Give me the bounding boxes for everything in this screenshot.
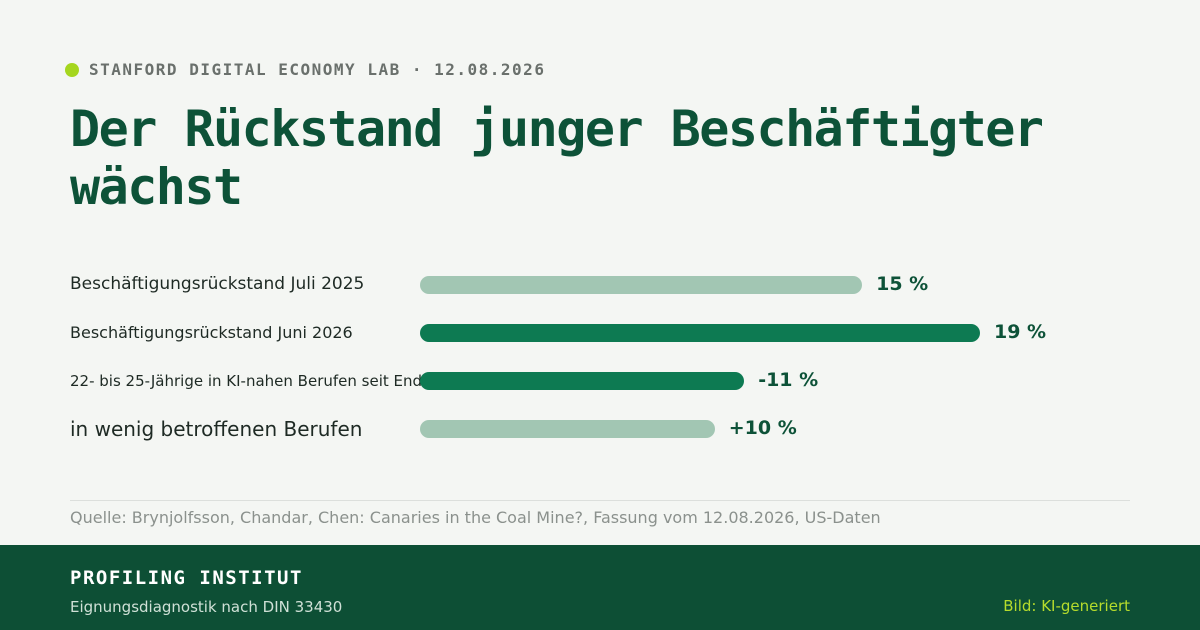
- source-note: Quelle: Brynjolfsson, Chandar, Chen: Can…: [70, 508, 881, 527]
- brand-name: PROFILING INSTITUT: [70, 567, 303, 589]
- kicker: STANFORD DIGITAL ECONOMY LAB · 12.08.202…: [65, 60, 545, 79]
- value-label: -11 %: [758, 369, 819, 391]
- image-credit: Bild: KI-generiert: [1003, 597, 1130, 615]
- footer: PROFILING INSTITUT Eignungsdiagnostik na…: [0, 545, 1200, 630]
- divider: [70, 500, 1130, 501]
- bar: [420, 372, 745, 390]
- category-label: 22- bis 25-Jährige in KI-nahen Berufen s…: [70, 371, 422, 390]
- value-label: +10 %: [728, 417, 797, 439]
- bar: [420, 420, 715, 438]
- category-label: in wenig betroffenen Berufen: [70, 416, 363, 441]
- page-title: Der Rückstand junger Beschäftigter wächs…: [70, 100, 1044, 216]
- category-label: Beschäftigungsrückstand Juni 2026: [70, 323, 353, 343]
- bar: [420, 276, 863, 294]
- bar: [420, 324, 980, 342]
- kicker-text: STANFORD DIGITAL ECONOMY LAB · 12.08.202…: [89, 60, 546, 79]
- value-label: 15 %: [876, 273, 929, 295]
- kicker-dot-icon: [65, 62, 79, 77]
- category-label: Beschäftigungsrückstand Juli 2025: [70, 274, 365, 295]
- brand-tagline: Eignungsdiagnostik nach DIN 33430: [70, 598, 343, 616]
- value-label: 19 %: [994, 321, 1047, 343]
